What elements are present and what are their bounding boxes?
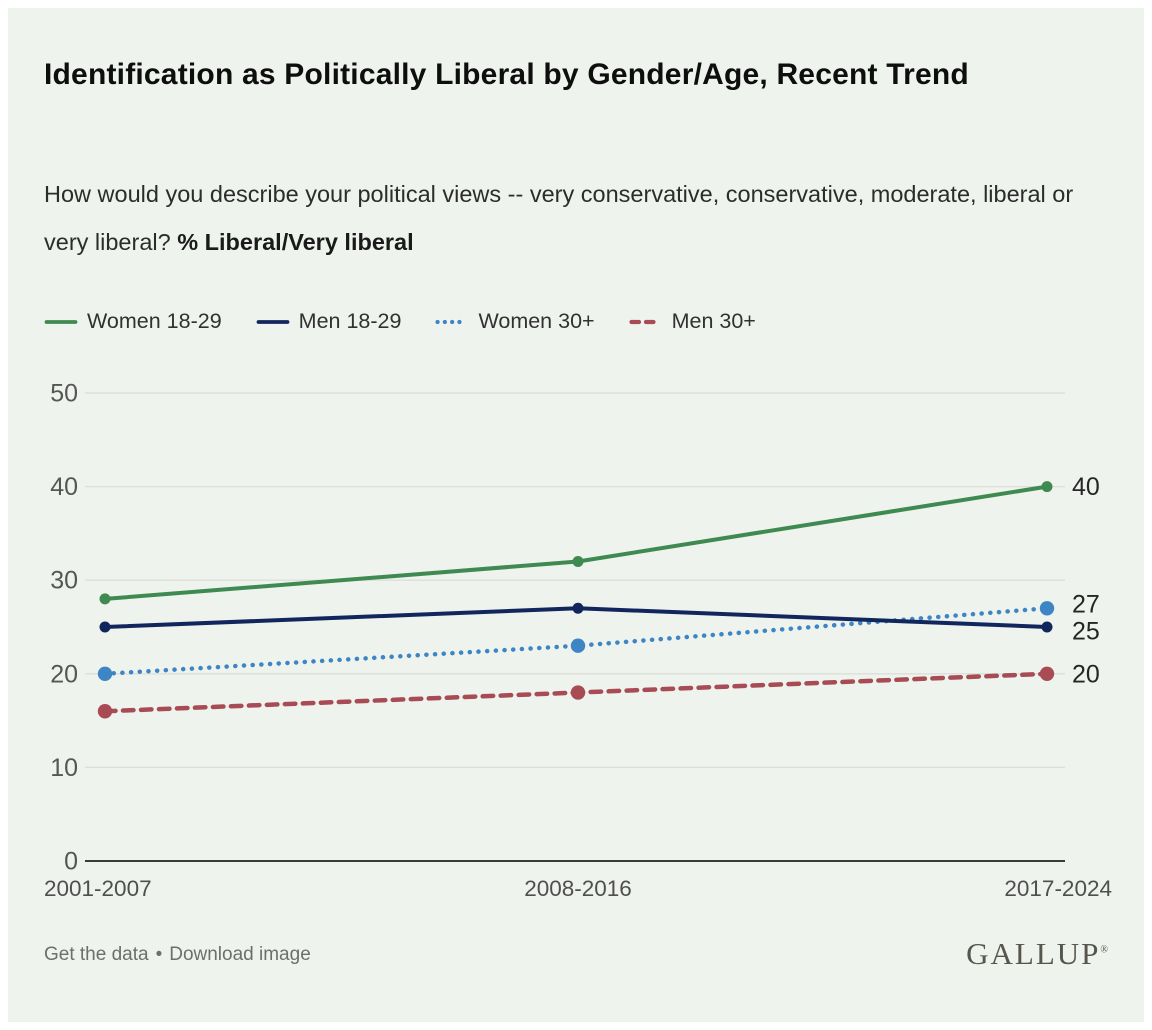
data-point-marker [1041,481,1053,493]
gallup-logo-text: GALLUP [966,936,1101,971]
download-image-link[interactable]: Download image [169,944,311,965]
registered-mark: ® [1100,944,1108,956]
x-axis-tick-label: 2008-2016 [524,876,632,901]
data-point-marker [570,638,586,653]
data-point-marker [99,593,111,605]
subtitle-metric: % Liberal/Very liberal [177,229,414,255]
legend-label-men-18-29: Men 18-29 [298,309,402,333]
end-value-label: 25 [1072,618,1100,646]
data-point-marker [99,621,111,633]
legend-item-women-18-29[interactable]: Women 18-29 [44,309,222,334]
series-line-women-30- [102,606,1050,677]
data-point-marker [1041,621,1053,633]
y-axis-tick-label: 50 [50,380,78,408]
series-line-women-18-29 [103,484,1049,601]
legend-swatch-women-30- [435,319,470,324]
chart-card [8,8,1144,1022]
footer-links: Get the data • Download image [44,944,311,966]
footer-separator: • [155,944,163,965]
subtitle-question: How would you describe your political vi… [44,181,1074,255]
chart-legend: Women 18-29 Men 18-29 Women 30+ Men 30+ [44,309,756,334]
end-value-label: 40 [1072,473,1100,501]
legend-item-men-30-[interactable]: Men 30+ [628,309,756,334]
page-title: Identification as Politically Liberal by… [44,58,969,91]
get-the-data-link[interactable]: Get the data [44,944,149,965]
legend-label-women-18-29: Women 18-29 [87,309,222,333]
x-axis-tick-label: 2017-2024 [1004,876,1112,901]
legend-item-women-30-[interactable]: Women 30+ [435,309,595,334]
data-point-marker [97,666,113,681]
data-point-marker [1039,601,1055,616]
y-axis-tick-label: 40 [50,473,78,501]
legend-swatch-men-30- [628,319,663,324]
y-axis-tick-label: 10 [50,754,78,782]
x-axis-tick-label: 2001-2007 [44,876,152,901]
y-axis-tick-label: 20 [50,660,78,688]
data-point-marker [572,555,584,567]
end-value-label: 20 [1072,660,1100,688]
legend-label-women-30-: Women 30+ [478,309,595,333]
data-point-marker [570,685,586,700]
chart-subtitle: How would you describe your political vi… [44,170,1089,266]
data-point-marker [97,704,113,719]
legend-swatch-women-18-29 [44,319,78,324]
data-point-marker [572,602,584,614]
data-point-marker [1039,666,1055,681]
y-axis-tick-label: 30 [50,567,78,595]
end-value-label: 27 [1072,591,1100,619]
legend-swatch-men-18-29 [256,319,290,324]
legend-label-men-30-: Men 30+ [671,309,756,333]
y-axis-tick-label: 0 [64,848,78,876]
legend-item-men-18-29[interactable]: Men 18-29 [256,309,402,334]
gallup-logo: GALLUP® [966,936,1108,972]
